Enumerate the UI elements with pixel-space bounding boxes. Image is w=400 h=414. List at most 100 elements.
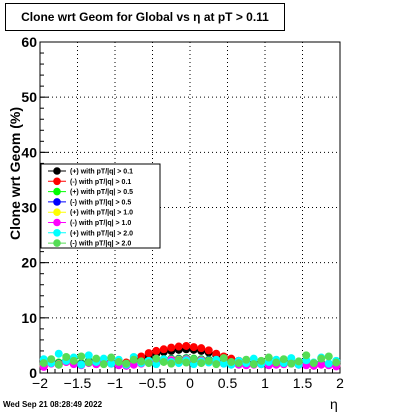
data-point [99, 360, 108, 369]
data-point [144, 349, 153, 358]
data-point [47, 355, 56, 364]
data-point [324, 359, 333, 368]
data-point [249, 360, 258, 369]
legend-marker [53, 167, 61, 175]
data-point [159, 357, 168, 366]
y-tick-label: 50 [21, 89, 37, 105]
data-point [122, 359, 131, 368]
legend-entry: (+) with pT/|q| > 0.5 [48, 187, 133, 196]
data-point [69, 356, 78, 365]
data-point [332, 358, 341, 367]
data-point [129, 355, 138, 364]
legend-label: (+) with pT/|q| > 0.5 [70, 189, 133, 196]
data-point [144, 359, 153, 368]
data-point [152, 346, 161, 355]
data-point [107, 353, 116, 362]
data-point [317, 360, 326, 369]
y-tick-label: 30 [21, 200, 37, 216]
y-tick-label: 0 [29, 365, 37, 381]
legend-entry: (+) with pT/|q| > 1.0 [48, 208, 133, 217]
data-point [204, 356, 213, 365]
legend-entry: (+) with pT/|q| > 2.0 [48, 229, 133, 237]
data-point [182, 358, 191, 367]
data-point [249, 354, 258, 363]
data-point [182, 341, 191, 350]
footer-timestamp: Wed Sep 21 08:28:49 2022 [3, 400, 103, 409]
legend-entry: (-) with pT/|q| > 0.1 [48, 177, 131, 186]
legend-box [40, 163, 161, 249]
legend-marker [53, 239, 61, 247]
data-point [167, 343, 176, 352]
data-point [77, 360, 86, 369]
data-point [257, 356, 266, 365]
legend-label: (-) with pT/|q| > 1.0 [70, 220, 131, 227]
legend-entry: (-) with pT/|q| > 0.5 [48, 198, 131, 206]
data-point [227, 357, 236, 366]
data-point [152, 354, 161, 363]
legend-marker [53, 198, 61, 206]
data-point [39, 359, 48, 368]
x-tick-label: −1.5 [64, 375, 92, 391]
data-point [189, 343, 198, 352]
legend-entry: (+) with pT/|q| > 0.1 [48, 167, 133, 176]
data-point [219, 354, 228, 363]
data-point [54, 349, 63, 358]
data-point [174, 356, 183, 365]
data-point [54, 360, 63, 369]
x-tick-label: 0.5 [218, 375, 238, 391]
legend-label: (-) with pT/|q| > 2.0 [70, 241, 131, 248]
legend-label: (+) with pT/|q| > 1.0 [70, 210, 133, 217]
data-point [204, 346, 213, 355]
y-tick-label: 10 [21, 310, 37, 326]
legend-marker [53, 229, 61, 237]
data-point [174, 342, 183, 351]
data-point [62, 353, 71, 362]
data-point [212, 349, 221, 358]
data-point [302, 351, 311, 360]
y-axis-label: Clone wrt Geom (%) [7, 107, 23, 240]
legend-marker [53, 208, 61, 216]
legend-entry: (-) with pT/|q| > 1.0 [48, 218, 131, 227]
x-tick-label: 0 [186, 375, 194, 391]
data-point [264, 353, 273, 362]
legend-entry: (-) with pT/|q| > 2.0 [48, 239, 131, 248]
data-point [92, 354, 101, 363]
x-tick-label: −2 [32, 375, 48, 391]
y-tick-label: 60 [21, 34, 37, 50]
data-point [152, 360, 161, 369]
data-point [167, 359, 176, 368]
data-point [309, 359, 318, 368]
legend-marker [53, 187, 61, 196]
data-point [242, 355, 251, 364]
legend: (+) with pT/|q| > 0.1 (-) with pT/|q| > 0… [40, 163, 161, 249]
legend-label: (+) with pT/|q| > 2.0 [70, 230, 133, 237]
data-points [39, 341, 341, 371]
x-axis-label: η [330, 396, 338, 412]
data-point [287, 354, 296, 363]
data-point [234, 359, 243, 368]
data-point [84, 351, 93, 360]
legend-label: (-) with pT/|q| > 0.5 [70, 199, 131, 206]
y-tick-label: 40 [21, 144, 37, 160]
legend-marker [53, 177, 61, 186]
legend-marker [53, 218, 61, 227]
x-tick-label: −0.5 [139, 375, 167, 391]
x-tick-label: 1.5 [293, 375, 313, 391]
data-point [99, 354, 108, 363]
data-point [212, 360, 221, 369]
data-point [197, 344, 206, 353]
data-point [114, 357, 123, 366]
data-point [137, 357, 146, 366]
data-point [287, 359, 296, 368]
series-8 [39, 351, 341, 369]
legend-label: (-) with pT/|q| > 0.1 [70, 179, 131, 186]
data-point [279, 355, 288, 364]
y-tick-label: 20 [21, 255, 37, 271]
data-point [324, 352, 333, 361]
data-point [197, 359, 206, 368]
data-point [189, 355, 198, 364]
legend-label: (+) with pT/|q| > 0.1 [70, 169, 133, 176]
data-point [294, 357, 303, 366]
